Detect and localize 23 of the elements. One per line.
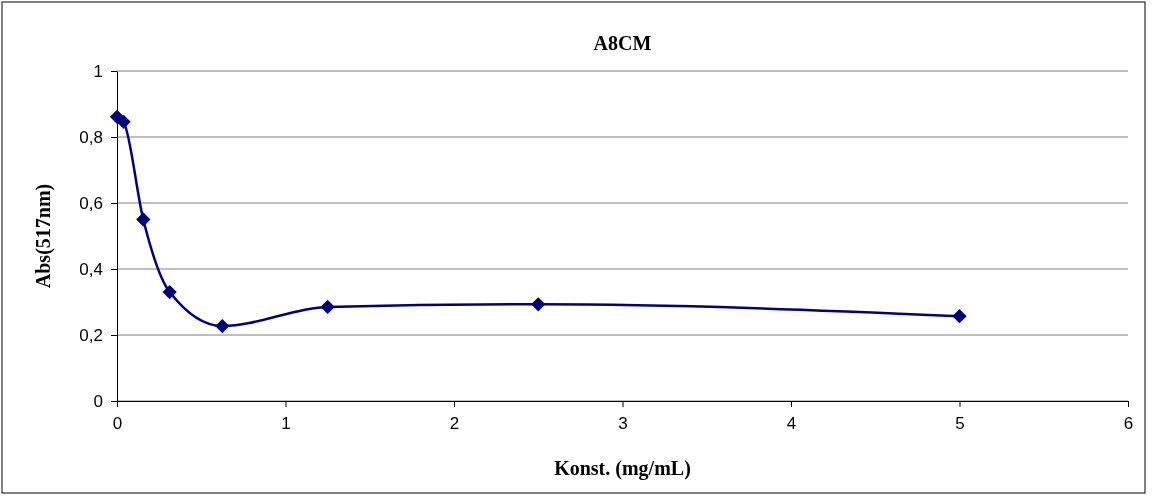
x-tick-label: 3 [618,413,628,433]
y-tick-label: 1 [93,61,103,81]
y-tick-label: 0,2 [79,325,103,345]
x-axis-title: Konst. (mg/mL) [554,457,691,480]
y-tick-label: 0,8 [79,127,103,147]
point [215,318,230,334]
x-tick-label: 5 [955,413,965,433]
x-tick-label: 2 [449,413,460,433]
y-tick-label: 0,4 [79,259,103,279]
y-tick-label: 0 [93,391,103,411]
point [952,309,967,324]
chart-title: A8CM [593,32,652,54]
point [116,114,131,129]
y-axis-title: Abs(517nm) [32,183,55,289]
x-tick-label: 6 [1123,413,1134,433]
y-tick-label: 0,6 [79,193,103,213]
point [320,299,335,315]
x-tick-label: 0 [112,413,123,433]
point [162,284,177,300]
point [531,297,546,312]
point [136,212,151,227]
x-tick-label: 1 [281,413,291,433]
x-tick-label: 4 [786,413,797,433]
